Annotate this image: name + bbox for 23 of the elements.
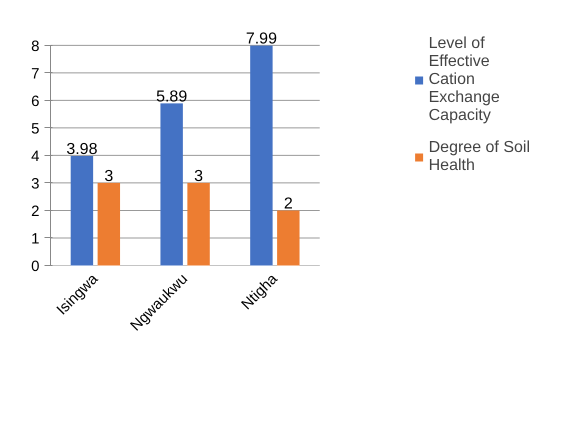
bar	[98, 182, 120, 266]
bar	[160, 103, 183, 266]
data-label: 3.98	[66, 140, 98, 158]
data-label: 7.99	[246, 30, 278, 48]
y-tick-label: 4	[31, 148, 40, 165]
data-label: 3	[104, 168, 114, 185]
y-tick-label: 1	[31, 230, 40, 248]
bar	[70, 156, 94, 266]
y-tick-label: 3	[31, 175, 40, 192]
legend-label: Degree of Soil Health	[428, 139, 530, 175]
legend-label: Level of Effective Cation Exchange Capacity	[428, 35, 500, 125]
y-tick-label: 6	[31, 92, 40, 110]
data-label: 5.89	[156, 88, 188, 106]
bar	[277, 210, 300, 266]
y-tick-label: 8	[31, 38, 40, 55]
data-label: 2	[284, 195, 293, 212]
data-label: 3	[194, 168, 204, 185]
bar	[250, 46, 273, 266]
y-tick-label: 7	[31, 65, 40, 82]
y-tick-label: 5	[31, 120, 40, 138]
y-tick-label: 2	[31, 202, 40, 220]
y-tick-label: 0	[31, 258, 40, 275]
bar	[187, 182, 210, 266]
